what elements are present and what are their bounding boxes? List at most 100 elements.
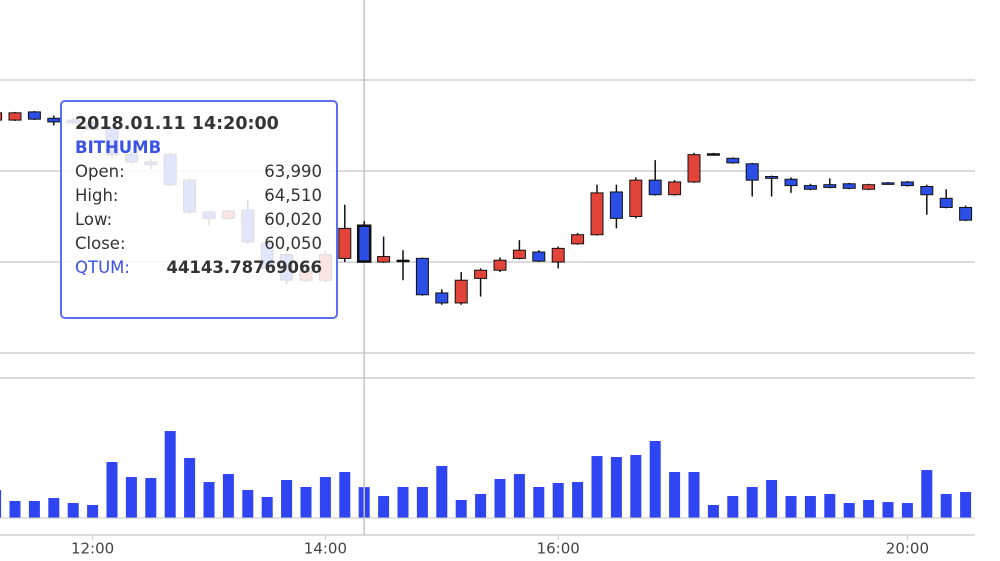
candle-body <box>8 112 22 121</box>
candle-body <box>803 185 817 190</box>
candle-body <box>881 182 895 185</box>
volume-bar <box>106 462 118 518</box>
candle-body <box>609 191 623 219</box>
candle-body <box>687 154 701 183</box>
candle-body <box>765 176 779 179</box>
volume-bar <box>707 504 719 518</box>
volume-bar <box>455 500 467 518</box>
candle-body <box>396 259 410 263</box>
volume-bar <box>184 458 196 518</box>
candle-body <box>27 111 41 120</box>
candle-body <box>784 178 798 187</box>
volume-bar <box>242 490 254 518</box>
x-tick-label: 14:00 <box>304 540 347 558</box>
x-tick-label: 12:00 <box>71 540 114 558</box>
volume-bar <box>688 472 700 518</box>
candle-body <box>939 197 953 208</box>
volume-bar <box>669 472 681 518</box>
candle-body <box>648 179 662 196</box>
candle-body <box>512 249 526 259</box>
volume-bar <box>416 486 428 518</box>
candle-body <box>377 256 391 263</box>
volume-bar <box>863 500 875 518</box>
volume-bar <box>0 490 2 518</box>
volume-bar <box>552 483 564 518</box>
x-tick-label: 16:00 <box>537 540 580 558</box>
tooltip-value: 64,510 <box>264 186 322 205</box>
candle-body <box>474 269 488 279</box>
volume-bar <box>48 497 60 518</box>
volume-bar <box>436 465 448 518</box>
candle-body <box>668 181 682 196</box>
volume-bar <box>766 479 778 518</box>
volume-bar <box>475 493 487 518</box>
volume-bar <box>397 486 409 518</box>
volume-bar <box>533 486 545 518</box>
volume-bar <box>843 503 855 518</box>
candle-body <box>454 279 468 304</box>
tooltip-label: Open: <box>75 162 125 181</box>
volume-bar <box>300 486 312 518</box>
candle-body <box>0 112 3 121</box>
volume-bar <box>222 474 234 518</box>
volume-bar <box>145 478 157 518</box>
tooltip-value: 60,020 <box>264 210 322 229</box>
volume-bar <box>824 493 836 518</box>
tooltip-row: Open: 63,990 <box>75 162 322 181</box>
volume-bar <box>9 500 21 518</box>
volume-bar <box>901 503 913 518</box>
volume-bar <box>339 472 351 518</box>
tooltip-label: Low: <box>75 210 113 229</box>
tooltip-value: 60,050 <box>264 234 322 253</box>
candle-body <box>338 227 352 259</box>
candle-body <box>745 163 759 181</box>
volume-bar <box>28 500 40 518</box>
tooltip-row: Low: 60,020 <box>75 210 322 229</box>
candle-body <box>493 259 507 271</box>
volume-bar <box>513 474 525 518</box>
volume-bar <box>940 493 952 518</box>
tooltip-volume-label: QTUM: <box>75 258 130 277</box>
candle-body <box>842 183 856 189</box>
candle-body <box>356 224 372 263</box>
candle-body <box>726 157 740 164</box>
x-tick-label: 20:00 <box>886 540 929 558</box>
volume-bar <box>960 492 972 518</box>
tooltip-exchange: BITHUMB <box>75 138 162 157</box>
tooltip-value: 63,990 <box>264 162 322 181</box>
tooltip-row: High: 64,510 <box>75 186 322 205</box>
tooltip: 2018.01.11 14:20:00 BITHUMB Open: 63,990 H… <box>60 100 338 319</box>
candle-body <box>590 192 604 236</box>
tooltip-label: Close: <box>75 234 126 253</box>
volume-bar <box>494 479 506 518</box>
volume-bar <box>261 497 273 518</box>
tooltip-title: 2018.01.11 14:20:00 <box>75 114 279 134</box>
candle-body <box>551 247 565 263</box>
candle-body <box>706 153 720 156</box>
candle-body <box>629 179 643 218</box>
tooltip-row: Close: 60,050 <box>75 234 322 253</box>
volume-bar <box>921 470 933 518</box>
volume-bar <box>87 504 99 518</box>
volume-bar <box>164 431 176 518</box>
volume-bar <box>203 482 215 518</box>
volume-bar <box>630 455 642 518</box>
volume-bar <box>378 496 390 518</box>
candle-body <box>920 186 934 196</box>
candle-body <box>415 257 429 296</box>
volume-bar <box>746 486 758 518</box>
volume-bar <box>572 482 584 518</box>
candle-body <box>532 251 546 262</box>
volume-bar <box>785 496 797 518</box>
volume-bar <box>882 502 894 518</box>
tooltip-volume: QTUM: 44143.78769066 <box>75 258 322 277</box>
volume-bar <box>281 479 293 518</box>
volume-bar <box>319 477 331 518</box>
candle-body <box>862 184 876 190</box>
volume-bar <box>649 441 661 518</box>
volume-bar <box>591 456 603 518</box>
candle-body <box>435 292 449 304</box>
tooltip-label: High: <box>75 186 119 205</box>
tooltip-rows: Open: 63,990 High: 64,510 Low: 60,020 Close: 60… <box>75 162 322 253</box>
